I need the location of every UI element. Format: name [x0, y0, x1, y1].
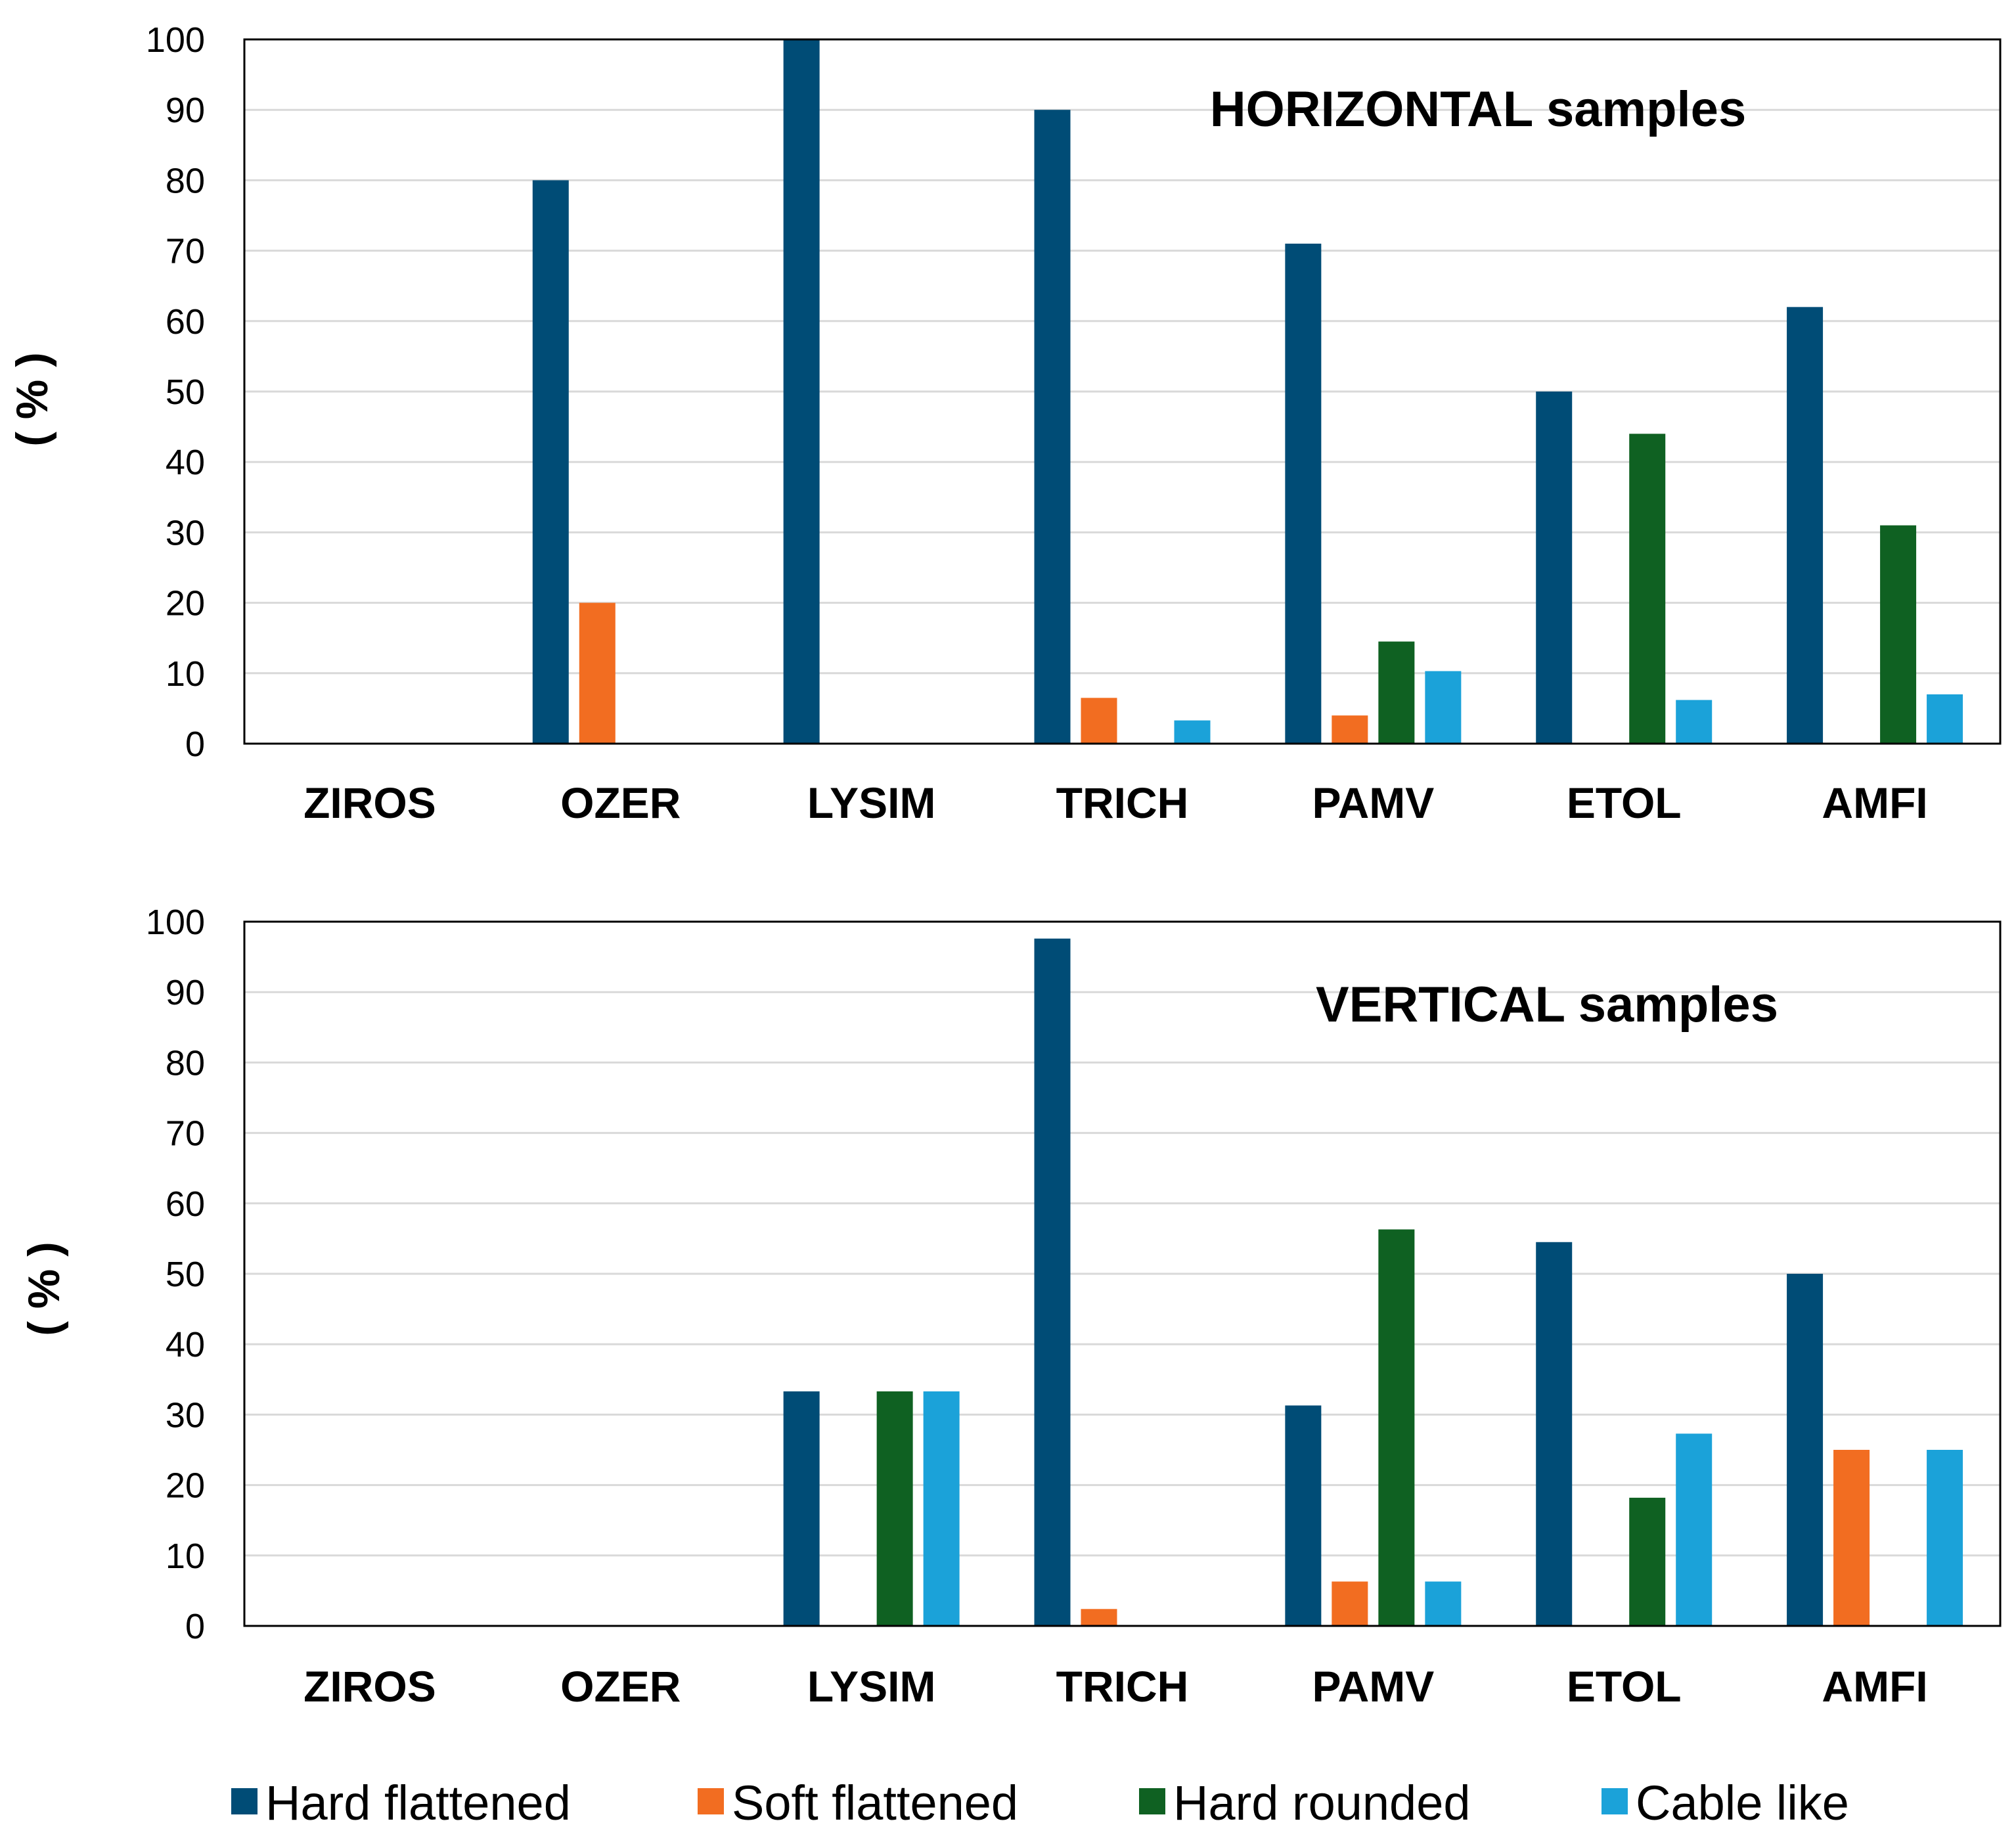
y-tick-label: 10 — [166, 1537, 205, 1576]
category-label: OZER — [560, 778, 681, 827]
y-tick-label: 30 — [166, 513, 205, 552]
y-tick-label: 30 — [166, 1395, 205, 1435]
y-tick-label: 100 — [146, 903, 205, 942]
y-tick-label: 40 — [166, 443, 205, 482]
category-label: AMFI — [1822, 778, 1927, 827]
bar-hard-flattened — [1034, 938, 1071, 1626]
bar-cable-like — [1174, 720, 1211, 744]
bar-hard-flattened — [1536, 1242, 1573, 1626]
y-tick-label: 70 — [166, 1114, 205, 1154]
category-label: ZIROS — [303, 1662, 436, 1711]
bar-soft-flattened — [1332, 1581, 1368, 1626]
y-tick-label: 10 — [166, 654, 205, 694]
bar-hard-flattened — [1787, 307, 1824, 744]
legend-label: Hard flattened — [265, 1776, 571, 1830]
legend-item: Soft flattened — [698, 1776, 1018, 1830]
bar-hard-flattened — [1285, 1405, 1322, 1626]
category-label: PAMV — [1312, 778, 1434, 827]
y-tick-label: 80 — [166, 161, 205, 200]
category-label: TRICH — [1056, 778, 1189, 827]
category-label: ETOL — [1567, 1662, 1682, 1711]
legend-item: Hard flattened — [231, 1776, 571, 1830]
bar-cable-like — [923, 1391, 960, 1626]
bar-hard-rounded — [1629, 434, 1666, 744]
bar-hard-flattened — [783, 39, 820, 744]
y-tick-label: 90 — [166, 973, 205, 1012]
legend-label: Hard rounded — [1173, 1776, 1471, 1830]
bar-hard-flattened — [1787, 1274, 1824, 1626]
chart-title: VERTICAL samples — [1316, 977, 1778, 1033]
bar-hard-flattened — [1536, 392, 1573, 744]
bar-hard-rounded — [1629, 1497, 1666, 1626]
bar-soft-flattened — [579, 602, 616, 744]
plot-frame — [243, 38, 2002, 745]
category-label: AMFI — [1822, 1662, 1927, 1711]
vertical-samples-chart: 0 10 20 30 40 50 60 70 80 90 100 ZIROS OZER LYSIM TRIC… — [19, 903, 2002, 1711]
y-tick-label: 40 — [166, 1325, 205, 1364]
legend-swatch — [1139, 1788, 1165, 1814]
bar-hard-rounded — [1880, 525, 1917, 744]
y-axis-label: ( % ) — [7, 352, 57, 447]
legend-swatch — [1602, 1788, 1628, 1814]
y-tick-label: 60 — [166, 1184, 205, 1224]
y-tick-label: 80 — [166, 1043, 205, 1083]
bar-soft-flattened — [1833, 1450, 1870, 1626]
category-label: TRICH — [1056, 1662, 1189, 1711]
y-tick-label: 100 — [146, 20, 205, 60]
category-label: PAMV — [1312, 1662, 1434, 1711]
category-label: ZIROS — [303, 778, 436, 827]
bar-cable-like — [1927, 1450, 1963, 1626]
y-axis-label: ( % ) — [19, 1242, 69, 1336]
bar-hard-rounded — [876, 1391, 913, 1626]
category-label: OZER — [560, 1662, 681, 1711]
legend: Hard flattened Soft flattened Hard rounded… — [231, 1776, 1849, 1830]
category-label: LYSIM — [807, 778, 936, 827]
bar-cable-like — [1425, 1581, 1462, 1626]
bar-hard-flattened — [1034, 110, 1071, 744]
bar-cable-like — [1425, 671, 1462, 744]
bar-soft-flattened — [1081, 1609, 1117, 1626]
y-tick-label: 60 — [166, 302, 205, 342]
category-label: LYSIM — [807, 1662, 936, 1711]
y-tick-label: 90 — [166, 91, 205, 130]
plot-frame — [243, 920, 2002, 1627]
chart-title: HORIZONTAL samples — [1210, 81, 1746, 137]
bar-soft-flattened — [1332, 715, 1368, 744]
bar-soft-flattened — [1081, 698, 1117, 744]
y-tick-label: 0 — [185, 725, 205, 764]
bar-hard-rounded — [1378, 641, 1415, 744]
bar-cable-like — [1927, 694, 1963, 744]
y-tick-label: 70 — [166, 232, 205, 271]
y-tick-label: 50 — [166, 372, 205, 412]
bar-hard-flattened — [783, 1391, 820, 1626]
legend-swatch — [698, 1788, 724, 1814]
y-tick-label: 20 — [166, 1466, 205, 1506]
legend-label: Cable like — [1636, 1776, 1849, 1830]
bar-hard-flattened — [1285, 243, 1322, 744]
legend-item: Cable like — [1602, 1776, 1849, 1830]
y-tick-label: 50 — [166, 1255, 205, 1294]
y-tick-label: 0 — [185, 1607, 205, 1646]
legend-item: Hard rounded — [1139, 1776, 1471, 1830]
bar-cable-like — [1676, 1433, 1713, 1626]
y-tick-label: 20 — [166, 584, 205, 623]
category-label: ETOL — [1567, 778, 1682, 827]
horizontal-samples-chart: 0 10 20 30 40 50 60 70 80 90 100 ZIROS OZER LYSIM TRIC… — [7, 20, 2002, 827]
legend-label: Soft flattened — [732, 1776, 1018, 1830]
bar-hard-flattened — [532, 180, 569, 744]
legend-swatch — [231, 1788, 258, 1814]
bar-cable-like — [1676, 700, 1713, 744]
bar-hard-rounded — [1378, 1229, 1415, 1626]
